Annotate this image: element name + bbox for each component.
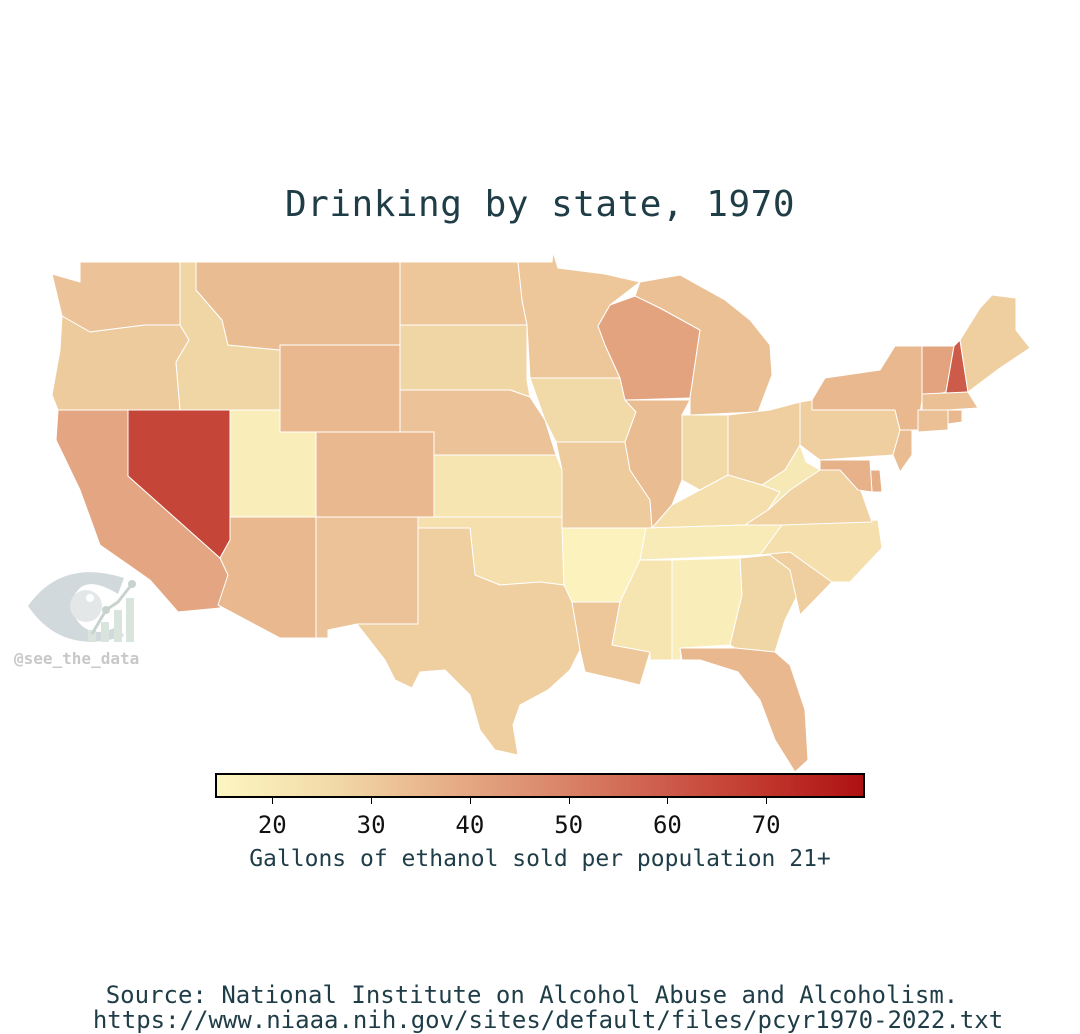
colorbar-tick-label: 70: [751, 811, 781, 839]
watermark-logo: [22, 566, 142, 650]
colorbar-tick-label: 20: [257, 811, 287, 839]
state-MT: [195, 261, 401, 351]
state-NJ: [892, 429, 913, 473]
watermark-text: @see_the_data: [14, 649, 140, 668]
colorbar-tick: [469, 798, 471, 804]
eye-icon: [28, 572, 124, 642]
state-ND: [399, 261, 528, 326]
state-MA: [921, 391, 979, 411]
state-CO: [315, 431, 435, 518]
colorbar-title: Gallons of ethanol sold per population 2…: [249, 846, 831, 872]
colorbar-tick: [272, 798, 274, 804]
state-NC: [759, 519, 883, 583]
us-map: [51, 251, 1031, 773]
page-title: Drinking by state, 1970: [285, 184, 795, 225]
state-NM: [315, 516, 419, 639]
source-line-1: Source: National Institute on Alcohol Ab…: [105, 981, 959, 1009]
colorbar-tick: [667, 798, 669, 804]
colorbar-tick: [371, 798, 373, 804]
state-TX: [356, 527, 581, 756]
state-ME: [959, 294, 1031, 393]
colorbar-tick-label: 60: [652, 811, 682, 839]
colorbar-tick: [766, 798, 768, 804]
colorbar-tick-label: 40: [455, 811, 485, 839]
state-CT: [917, 409, 949, 433]
colorbar-tick: [568, 798, 570, 804]
state-RI: [947, 409, 963, 425]
state-WY: [279, 344, 401, 433]
state-OR: [51, 315, 190, 411]
state-SD: [399, 324, 531, 398]
state-FL: [679, 647, 809, 773]
source-line-2: https://www.niaaa.nih.gov/sites/default/…: [92, 1006, 1004, 1034]
state-MD: [819, 459, 873, 493]
colorbar: [215, 773, 865, 798]
colorbar-tick-label: 30: [356, 811, 386, 839]
state-KS: [433, 454, 563, 518]
colorbar-tick-label: 50: [554, 811, 584, 839]
state-AZ: [217, 516, 317, 639]
